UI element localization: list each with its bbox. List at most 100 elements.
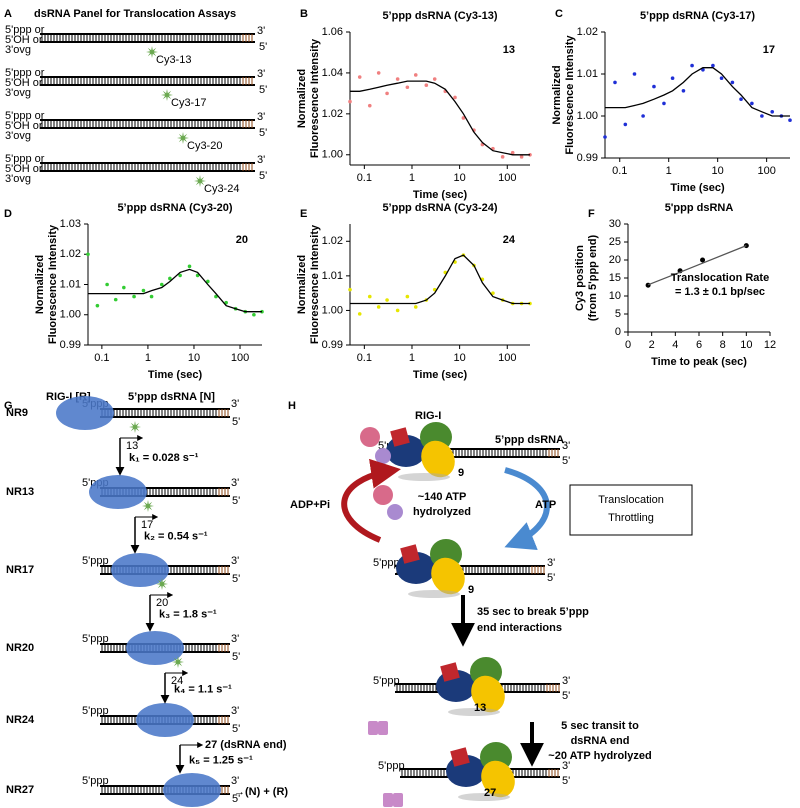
annotation: 17 — [763, 44, 775, 56]
x-axis-label: Time (sec) — [670, 182, 725, 194]
card-domain — [360, 427, 380, 447]
fit-line — [647, 244, 747, 286]
x-tick-label: 0.1 — [94, 352, 109, 364]
data-point — [113, 297, 118, 302]
y-tick-label: 0.99 — [322, 339, 343, 351]
data-point — [385, 91, 389, 96]
y-axis-label: Fluorescence Intensity — [309, 38, 321, 158]
panel-letter: D — [4, 208, 12, 220]
data-point — [690, 63, 694, 68]
end-label: 5'ppp or — [5, 67, 45, 79]
y-tick-label: 1.04 — [322, 67, 343, 79]
card-domain — [373, 485, 393, 505]
protein-domain — [400, 544, 420, 564]
cy3-dye — [142, 500, 154, 512]
cycle-arrow — [341, 458, 401, 543]
dye-label: Cy3-20 — [187, 140, 222, 152]
data-point — [405, 294, 410, 299]
data-point — [187, 264, 192, 269]
end-label: 3'ovg — [5, 87, 31, 99]
y-tick-label: 0.99 — [60, 339, 81, 351]
strand-end: 5' — [232, 573, 240, 585]
data-point — [743, 243, 749, 249]
throttling-label: Throttling — [608, 512, 654, 524]
end-label: 5'ppp or — [5, 153, 45, 165]
strand-end: 5' — [259, 127, 267, 139]
cy3-dye — [172, 656, 184, 668]
x-tick-label: 12 — [764, 339, 776, 351]
state-name: NR17 — [6, 564, 34, 576]
data-point — [141, 288, 146, 293]
atp-label: hydrolyzed — [413, 506, 471, 518]
position-label: 9 — [458, 467, 464, 479]
data-point — [770, 110, 775, 114]
data-point — [641, 114, 645, 118]
data-point — [432, 77, 437, 81]
x-tick-label: 10 — [712, 165, 724, 177]
data-point — [670, 76, 675, 80]
step-label: ~20 ATP hydrolyzed — [548, 750, 651, 762]
data-point — [224, 300, 228, 305]
cycle-label: ATP — [535, 499, 556, 511]
x-tick-label: 10 — [740, 339, 752, 351]
data-point — [491, 291, 495, 295]
y-tick-label: 0.99 — [577, 152, 598, 164]
products: →(N) + (R) — [234, 786, 288, 798]
data-point — [206, 279, 210, 284]
step-label: 35 sec to break 5’ppp — [477, 606, 589, 618]
x-tick-label: 10 — [454, 352, 466, 364]
data-point — [357, 75, 362, 79]
strand-end: 3' — [231, 398, 239, 410]
protein-shadow — [458, 793, 510, 801]
end-label: 3'ovg — [5, 130, 31, 142]
chart-title: 5’ppp dsRNA (Cy3-24) — [382, 202, 497, 214]
data-point — [413, 305, 418, 309]
protein-domain — [450, 747, 470, 767]
chart-title: 5'ppp dsRNA — [665, 202, 734, 214]
data-point — [730, 80, 735, 85]
data-point — [413, 73, 418, 77]
cy3-dye — [146, 46, 158, 58]
data-point — [105, 282, 109, 287]
rate-label: k₂ = 0.54 s⁻¹ — [144, 530, 208, 542]
data-point — [739, 97, 743, 101]
y-tick-label: 1.00 — [60, 309, 81, 321]
x-axis-label: Time (sec) — [413, 369, 468, 381]
card-domain — [378, 721, 388, 735]
strand-end: 3' — [257, 68, 265, 80]
rig-i — [111, 553, 169, 587]
end-label: 5'OH or — [5, 77, 43, 89]
x-tick-label: 0.1 — [612, 165, 627, 177]
protein-domain — [481, 760, 515, 798]
y-tick-label: 10 — [609, 290, 621, 302]
strand-end: 3' — [257, 154, 265, 166]
position-label: 13 — [474, 702, 486, 714]
protein-domain — [390, 427, 410, 447]
x-tick-label: 0.1 — [357, 352, 372, 364]
data-point — [613, 80, 617, 85]
y-tick-label: 1.01 — [60, 278, 81, 290]
dye-label: Cy3-24 — [204, 183, 239, 195]
data-point — [719, 76, 724, 80]
data-point — [760, 114, 764, 118]
annotation: 13 — [503, 44, 515, 56]
strand-end: 3' — [562, 760, 570, 772]
rna-label: 5’ppp dsRNA — [495, 434, 564, 446]
x-tick-label: 10 — [188, 352, 200, 364]
atp-label: ~140 ATP — [418, 491, 467, 503]
data-point — [178, 273, 182, 278]
x-tick-label: 100 — [498, 172, 516, 184]
position-label: 17 — [141, 519, 153, 531]
panel-letter: E — [300, 208, 307, 220]
card-domain — [393, 793, 403, 807]
strand-end: 3' — [231, 705, 239, 717]
card-domain — [383, 793, 393, 807]
dye-label: Cy3-13 — [156, 54, 191, 66]
protein-shadow — [448, 708, 500, 716]
dye-label: Cy3-17 — [171, 97, 206, 109]
data-point — [424, 83, 429, 87]
state-name: NR9 — [6, 407, 28, 419]
strand-end: 5'ppp — [82, 555, 109, 567]
panel-letter: G — [4, 400, 13, 412]
